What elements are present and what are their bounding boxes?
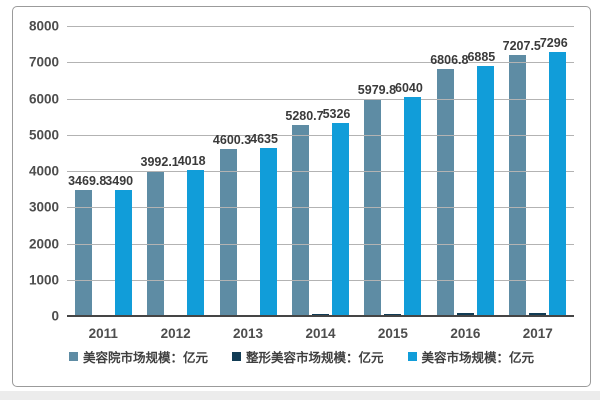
bar-beauty-salon-market <box>74 190 92 316</box>
x-tick-label: 2016 <box>450 326 481 341</box>
bar-value-label: 5326 <box>322 106 351 121</box>
legend-label: 美容院市场规模：亿元 <box>82 351 208 365</box>
bar-value-label: 6885 <box>467 50 496 65</box>
bar-value-label: 4635 <box>250 131 278 146</box>
bar-plastic-surgery-market <box>456 313 474 316</box>
gridline <box>67 134 574 136</box>
legend-swatch-beauty-market <box>407 352 417 361</box>
x-tick-label: 2013 <box>233 326 264 341</box>
bar-beauty-market <box>114 189 132 316</box>
bar-beauty-market <box>404 97 422 316</box>
legend-item-beauty-salon-market: 美容院市场规模：亿元 <box>68 347 208 366</box>
x-tick-label: 2015 <box>377 326 408 341</box>
gridline <box>67 171 574 172</box>
bar-value-label: 7296 <box>539 35 568 50</box>
chart-legend: 美容院市场规模：亿元 整形美容市场规模：亿元 美容市场规模：亿元 <box>13 347 590 366</box>
legend-swatch-beauty-salon-market <box>68 352 78 361</box>
bar-value-label: 3992.1 <box>140 155 179 170</box>
y-tick-label: 7000 <box>28 54 59 70</box>
bottom-strip <box>0 391 600 400</box>
bar-beauty-market <box>476 66 494 316</box>
bar-value-label: 4600.3 <box>212 133 252 148</box>
bar-beauty-market <box>331 122 349 316</box>
gridline <box>67 98 574 100</box>
bar-beauty-salon-market <box>436 69 454 316</box>
bar-beauty-salon-market <box>509 54 527 316</box>
gridline <box>67 279 574 281</box>
y-tick-label: 2000 <box>28 236 59 251</box>
y-tick-label: 5000 <box>28 127 59 143</box>
x-axis-line <box>67 315 574 317</box>
bar-beauty-market <box>187 170 205 316</box>
chart-frame: 0 1000 2000 3000 4000 5000 6000 7000 8000 3469.8 3… <box>12 6 591 387</box>
bar-value-label: 3490 <box>105 173 134 188</box>
gridline <box>67 207 574 209</box>
bar-group: 5280.7 5326 2014 <box>284 26 356 341</box>
gridline <box>67 243 574 245</box>
bar-value-label: 5280.7 <box>285 108 324 123</box>
y-tick-label: 3000 <box>28 199 59 215</box>
bar-value-label: 3469.8 <box>68 174 107 189</box>
y-tick-label: 6000 <box>28 91 59 106</box>
legend-item-beauty-market: 美容市场规模：亿元 <box>407 347 535 366</box>
legend-label: 整形美容市场规模：亿元 <box>245 351 384 365</box>
bar-value-label: 5979.8 <box>357 83 397 98</box>
bar-beauty-market <box>259 147 277 316</box>
legend-label: 美容市场规模：亿元 <box>421 351 535 365</box>
plot-area: 0 1000 2000 3000 4000 5000 6000 7000 8000 3469.8 3… <box>29 19 574 342</box>
bar-value-label: 4018 <box>177 154 206 169</box>
x-tick-label: 2017 <box>522 326 553 341</box>
x-tick-label: 2011 <box>88 326 118 341</box>
bar-plastic-surgery-market <box>384 313 402 316</box>
y-tick-label: 4000 <box>28 163 59 179</box>
y-tick-label: 1000 <box>28 272 59 288</box>
x-tick-label: 2014 <box>305 326 336 341</box>
y-tick-label: 8000 <box>28 18 59 34</box>
bar-plastic-surgery-market <box>529 312 547 316</box>
bar-value-label: 6040 <box>395 81 423 96</box>
gridline <box>67 62 574 64</box>
x-tick-label: 2012 <box>160 326 191 341</box>
bar-value-label: 7207.5 <box>502 38 541 53</box>
bar-group: 4600.3 4635 2013 <box>212 26 284 341</box>
bar-beauty-salon-market <box>219 149 237 316</box>
gridline <box>67 26 574 27</box>
bar-group: 6806.8 6885 2016 <box>429 26 501 341</box>
bar-beauty-salon-market <box>291 124 309 316</box>
bar-group: 7207.5 7296 2017 <box>502 26 574 341</box>
y-tick-label: 0 <box>51 308 59 324</box>
legend-item-plastic-surgery-market: 整形美容市场规模：亿元 <box>231 347 384 366</box>
legend-swatch-plastic-surgery-market <box>231 352 241 361</box>
bar-beauty-market <box>549 51 567 316</box>
bar-group: 3469.8 3490 2011 <box>67 26 139 342</box>
bar-value-label: 6806.8 <box>430 53 469 68</box>
